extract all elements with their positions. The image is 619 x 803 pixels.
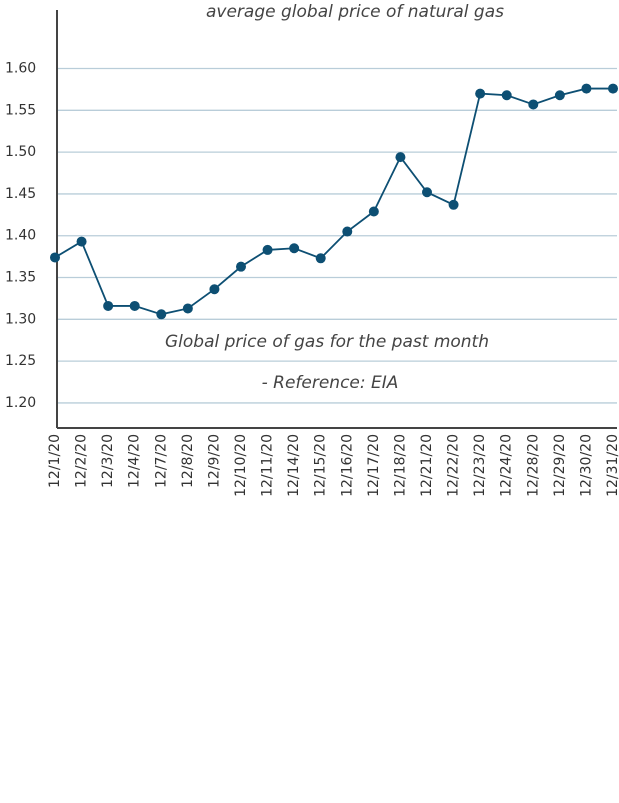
point — [182, 303, 193, 314]
x-tick-label: 12/22/20 — [446, 434, 462, 497]
x-tick-label: 12/10/20 — [233, 434, 249, 497]
y-tick-label: 1.60 — [5, 61, 36, 77]
point — [475, 88, 486, 99]
x-tick-label: 12/18/20 — [392, 434, 408, 497]
y-tick-label: 1.40 — [5, 228, 36, 244]
point — [422, 187, 432, 198]
x-tick-label: 12/15/20 — [313, 434, 329, 497]
point — [528, 99, 539, 110]
point — [50, 252, 60, 263]
point — [129, 300, 140, 311]
point — [262, 244, 273, 255]
x-tick-label: 12/23/20 — [472, 434, 488, 497]
x-tick-label: 12/29/20 — [552, 434, 568, 497]
y-tick-label: 1.30 — [5, 311, 36, 327]
x-tick-label: 12/4/20 — [127, 434, 143, 488]
point — [103, 300, 114, 311]
x-tick-label: 12/28/20 — [525, 434, 541, 497]
point — [608, 83, 618, 94]
annotation: Global price of gas for the past month — [165, 332, 489, 352]
x-tick-label: 12/24/20 — [499, 434, 515, 497]
point — [315, 253, 326, 264]
x-tick-label: 12/1/20 — [47, 434, 63, 488]
y-tick-label: 1.20 — [5, 395, 36, 411]
point — [342, 226, 353, 237]
x-tick-label: 12/16/20 — [339, 434, 355, 497]
x-tick-label: 12/7/20 — [153, 434, 169, 488]
y-tick-label: 1.45 — [5, 186, 36, 202]
x-tick-label: 12/3/20 — [100, 434, 116, 488]
x-tick-label: 12/8/20 — [180, 434, 196, 488]
x-tick-label: 12/11/20 — [260, 434, 276, 497]
point — [156, 309, 167, 320]
x-tick-label: 12/17/20 — [366, 434, 382, 497]
y-tick-label: 1.55 — [5, 102, 36, 118]
point — [368, 206, 379, 217]
annotation: - Reference: EIA — [262, 373, 399, 393]
point — [289, 243, 300, 254]
y-tick-label: 1.50 — [5, 144, 36, 160]
y-tick-label: 1.35 — [5, 270, 36, 286]
x-tick-label: 12/30/20 — [578, 434, 594, 497]
x-tick-label: 12/2/20 — [74, 434, 90, 488]
point — [209, 284, 220, 295]
x-tick-label: 12/9/20 — [206, 434, 222, 488]
point — [76, 236, 87, 247]
point — [236, 261, 246, 272]
x-tick-label: 12/14/20 — [286, 434, 302, 497]
x-tick-label: 12/31/20 — [605, 434, 619, 497]
x-tick-label: 12/21/20 — [419, 434, 435, 497]
chart-title: average global price of natural gas — [206, 2, 504, 22]
point — [448, 199, 459, 210]
point — [554, 90, 565, 101]
point — [395, 152, 406, 163]
point — [501, 90, 512, 101]
y-tick-label: 1.25 — [5, 353, 36, 369]
point — [581, 83, 592, 94]
line — [54, 87, 613, 316]
